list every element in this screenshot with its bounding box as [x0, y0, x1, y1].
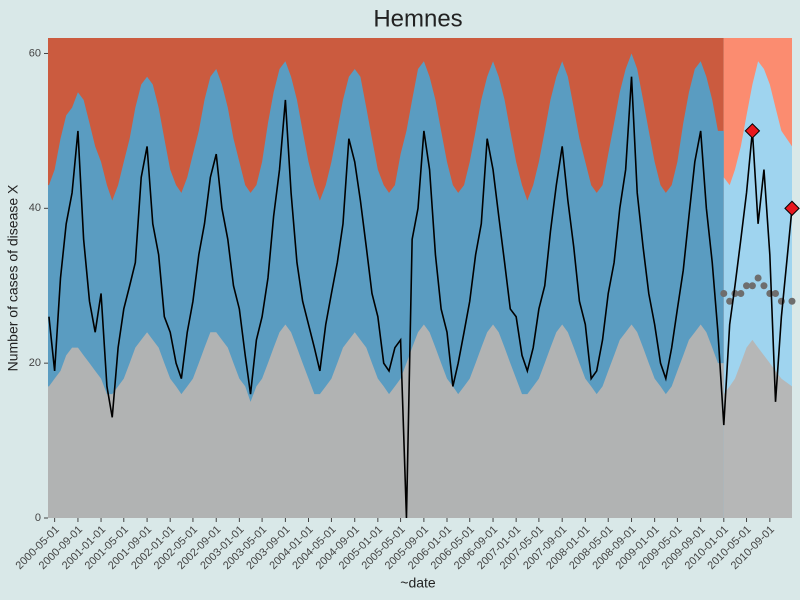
observed-line — [48, 76, 793, 519]
y-axis-label: Number of cases of disease X — [5, 184, 21, 371]
baseline-point — [737, 289, 745, 297]
baseline-point — [754, 274, 762, 282]
baseline-point — [760, 282, 768, 290]
y-tick-label: 60 — [29, 47, 41, 59]
y-tick-label: 40 — [29, 202, 41, 214]
baseline-point — [726, 297, 734, 305]
baseline-point — [743, 282, 751, 290]
plot-area — [48, 38, 800, 519]
lower-band — [48, 324, 724, 518]
baseline-point — [748, 282, 756, 290]
alarm-marker — [784, 200, 800, 217]
x-axis-label: ~date — [400, 575, 436, 591]
y-tick-label: 0 — [35, 512, 41, 524]
baseline-point — [788, 297, 796, 305]
y-tick-label: 20 — [29, 357, 41, 369]
alarm-marker — [744, 123, 761, 139]
chart-title: Hemnes — [373, 5, 462, 32]
baseline-point — [720, 289, 728, 297]
baseline-point — [772, 289, 780, 297]
